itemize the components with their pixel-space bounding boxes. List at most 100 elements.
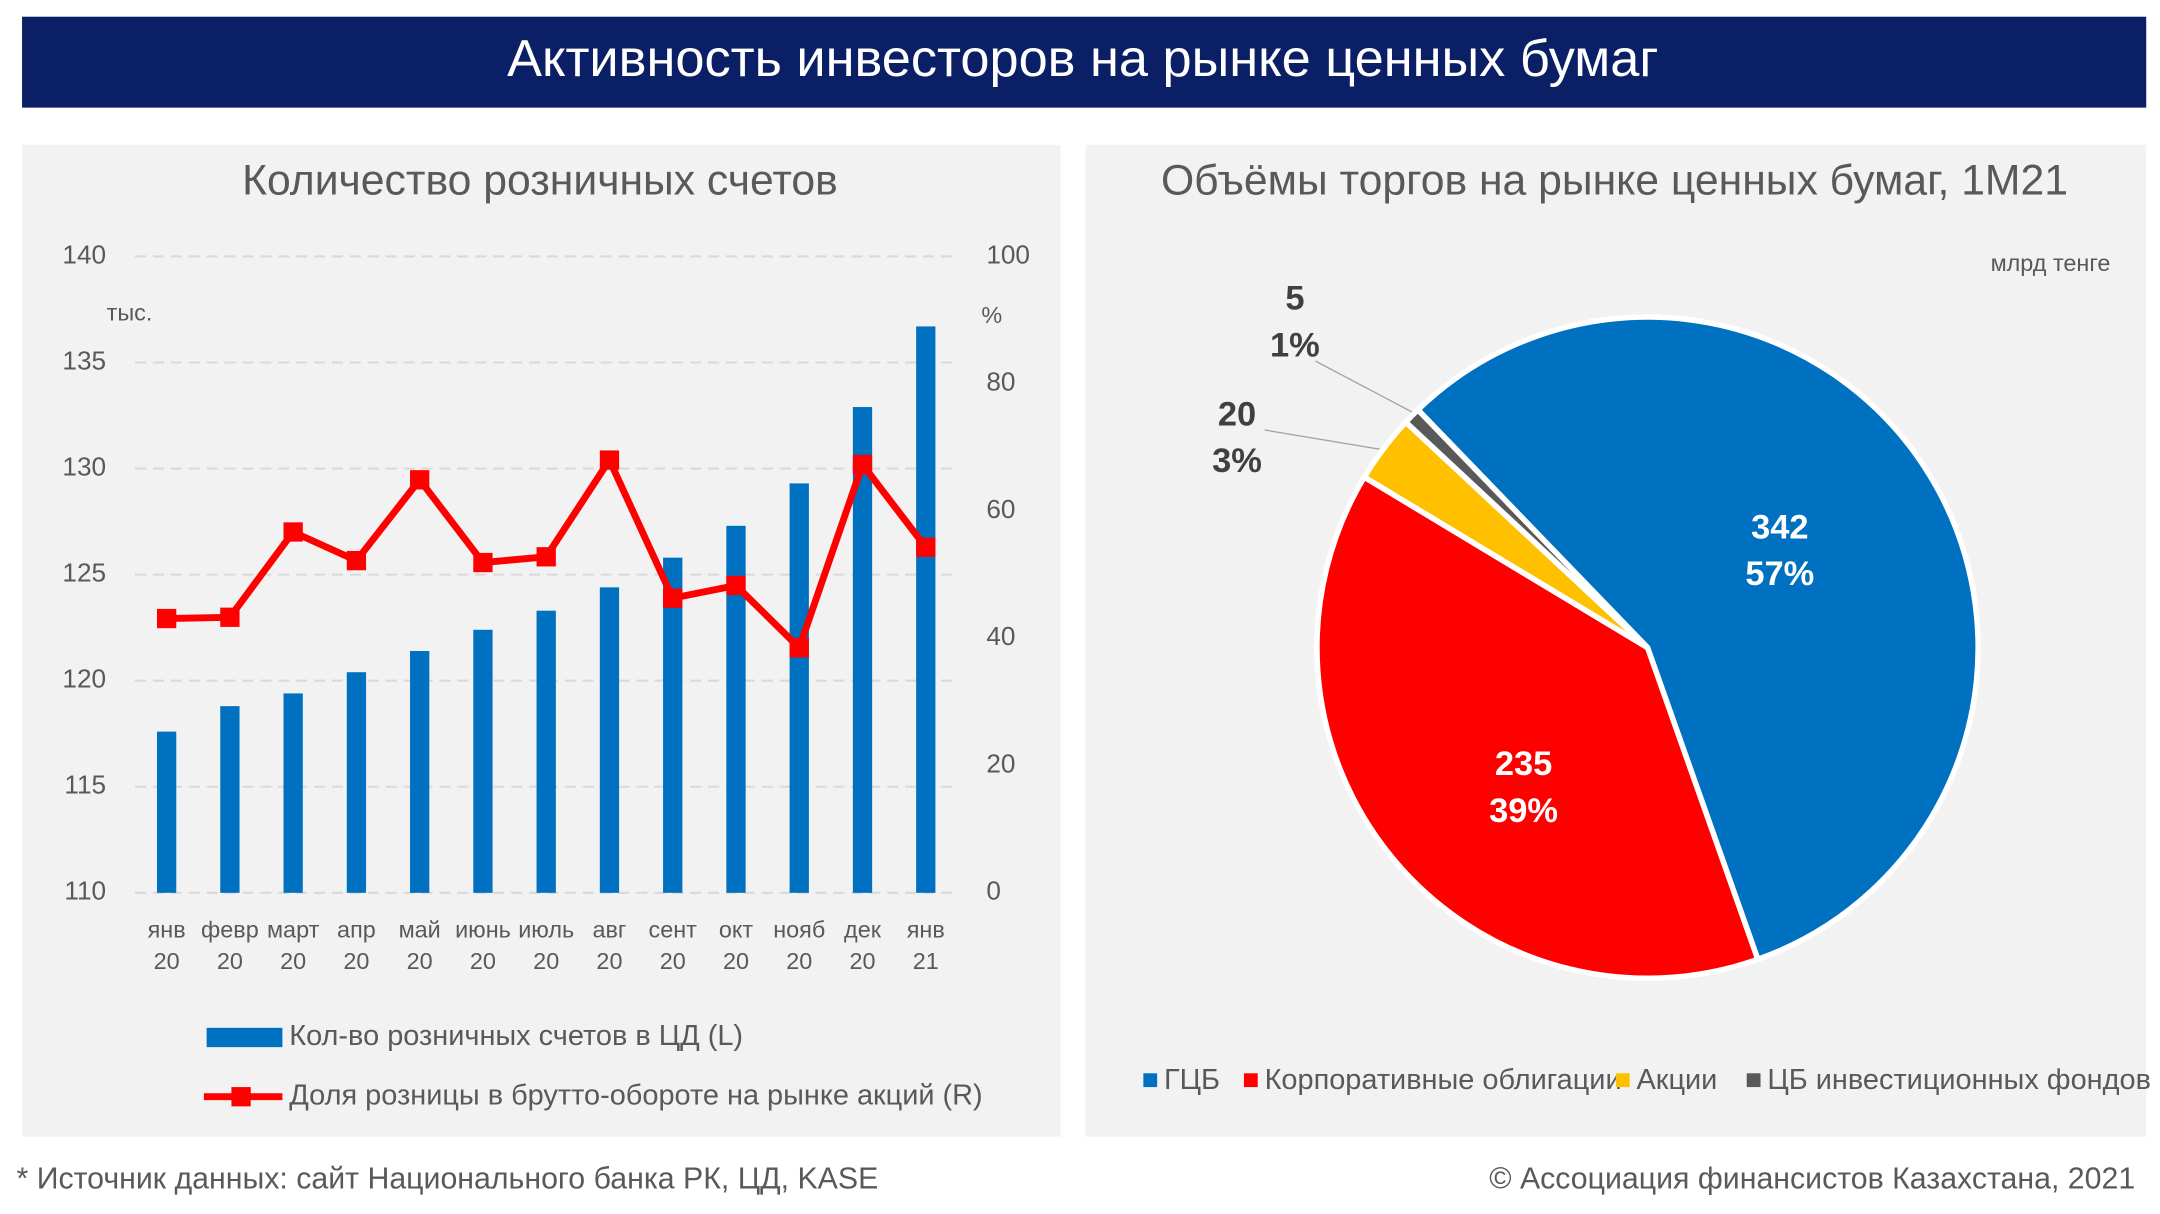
y2-tick-label: 20 (986, 748, 1015, 778)
y-tick-label: 115 (64, 770, 106, 800)
x-tick-line: нояб (773, 917, 825, 943)
y2-unit: % (981, 302, 1002, 328)
legend-swatch (1143, 1073, 1158, 1088)
legend-label: Доля розницы в брутто-обороте на рынке а… (289, 1079, 982, 1111)
x-tick-label: июль 20 (518, 917, 574, 975)
page-title: Активность инвесторов на рынке ценных бу… (507, 30, 1658, 88)
x-tick-line: 20 (217, 948, 243, 974)
line-marker (283, 522, 303, 542)
x-tick-line: 20 (660, 948, 686, 974)
bar (346, 672, 367, 893)
y-unit: тыс. (107, 299, 153, 325)
chart-title: Количество розничных счетов (242, 157, 838, 205)
x-tick-label: янв 20 (148, 917, 186, 975)
pie-slice (1401, 405, 1650, 650)
legend-swatch (1615, 1073, 1630, 1088)
y2-tick-label: 60 (986, 494, 1015, 524)
data-label: 1% (1270, 326, 1320, 364)
x-tick-label: июнь 20 (455, 917, 511, 975)
x-tick-label: нояб 20 (773, 917, 825, 975)
x-tick-label: янв 21 (907, 917, 945, 975)
line-marker (852, 454, 873, 475)
x-tick-label: март 20 (267, 917, 320, 975)
y-tick-label: 120 (62, 664, 106, 694)
bar (156, 731, 177, 893)
y2-tick-label: 0 (986, 876, 1001, 906)
x-tick-line: 20 (343, 948, 369, 974)
y2-tick-label: 100 (986, 239, 1030, 269)
x-tick-label: май 20 (399, 917, 441, 975)
x-tick-label: апр 20 (337, 917, 376, 975)
x-tick-line: июнь (455, 917, 511, 943)
line-marker (599, 450, 620, 470)
legend-label: Акции (1637, 1064, 1718, 1096)
legend-swatch (1243, 1073, 1258, 1088)
line-marker (346, 550, 367, 571)
line-marker (220, 607, 240, 627)
bar (726, 525, 746, 893)
x-tick-line: июль (518, 917, 574, 943)
x-tick-line: сент (649, 917, 698, 943)
legend-label: ГЦБ (1164, 1064, 1220, 1096)
x-tick-line: 20 (596, 948, 622, 974)
pie-slice (1413, 314, 1981, 963)
x-tick-line: март (267, 917, 320, 943)
line-marker (663, 588, 683, 608)
header-bar (22, 16, 2147, 108)
y-tick-label: 130 (62, 451, 106, 481)
bar (852, 407, 873, 893)
pie-slice (1314, 473, 1762, 981)
y-tick-label: 135 (62, 345, 106, 375)
x-tick-line: 20 (786, 948, 812, 974)
x-tick-line: 20 (407, 948, 433, 974)
data-label: 20 (1218, 395, 1256, 433)
x-tick-line: февр (201, 917, 259, 943)
leader-line (1264, 429, 1381, 450)
x-tick-line: янв (907, 917, 945, 943)
line-marker (156, 608, 177, 629)
y2-tick-label: 40 (986, 621, 1015, 651)
x-tick-line: 20 (849, 948, 875, 974)
bar (473, 629, 493, 893)
x-tick-line: 20 (470, 948, 496, 974)
bar (599, 587, 620, 893)
x-tick-line: 20 (533, 948, 559, 974)
y-tick-label: 110 (64, 876, 106, 906)
legend-label: Кол-во розничных счетов в ЦД (L) (289, 1020, 743, 1052)
x-tick-line: май (399, 917, 441, 943)
unit-label: млрд тенге (1991, 250, 2111, 276)
source-note: * Источник данных: сайт Национального ба… (17, 1163, 879, 1196)
x-tick-label: дек 20 (844, 917, 882, 975)
bar (663, 557, 683, 893)
x-tick-line: апр (337, 917, 376, 943)
y2-tick-label: 80 (986, 367, 1015, 397)
x-tick-label: авг 20 (592, 917, 626, 975)
bar (410, 650, 430, 893)
x-tick-line: 21 (913, 948, 939, 974)
bar (789, 483, 809, 893)
x-tick-label: окт 20 (719, 917, 754, 975)
bar (916, 326, 936, 893)
line-marker (536, 547, 556, 567)
leader-line (1315, 360, 1416, 415)
legend-label: ЦБ инвестиционных фондов (1767, 1064, 2151, 1096)
x-tick-line: 20 (723, 948, 749, 974)
data-label: 235 (1495, 745, 1552, 783)
legend-swatch (231, 1087, 251, 1107)
data-label: 39% (1489, 792, 1558, 830)
line-marker (789, 638, 809, 658)
bar (536, 610, 556, 893)
legend-swatch (1746, 1073, 1761, 1088)
x-tick-line: дек (844, 917, 882, 943)
data-label: 3% (1212, 442, 1262, 480)
line-marker (410, 470, 430, 490)
bar (283, 693, 303, 893)
bar (220, 706, 240, 893)
x-tick-line: 20 (154, 948, 180, 974)
y-tick-label: 140 (62, 239, 106, 269)
y-tick-label: 125 (62, 558, 106, 588)
x-tick-label: сент 20 (649, 917, 698, 975)
legend-label: Корпоративные облигации (1265, 1064, 1622, 1096)
x-tick-line: авг (592, 917, 626, 943)
